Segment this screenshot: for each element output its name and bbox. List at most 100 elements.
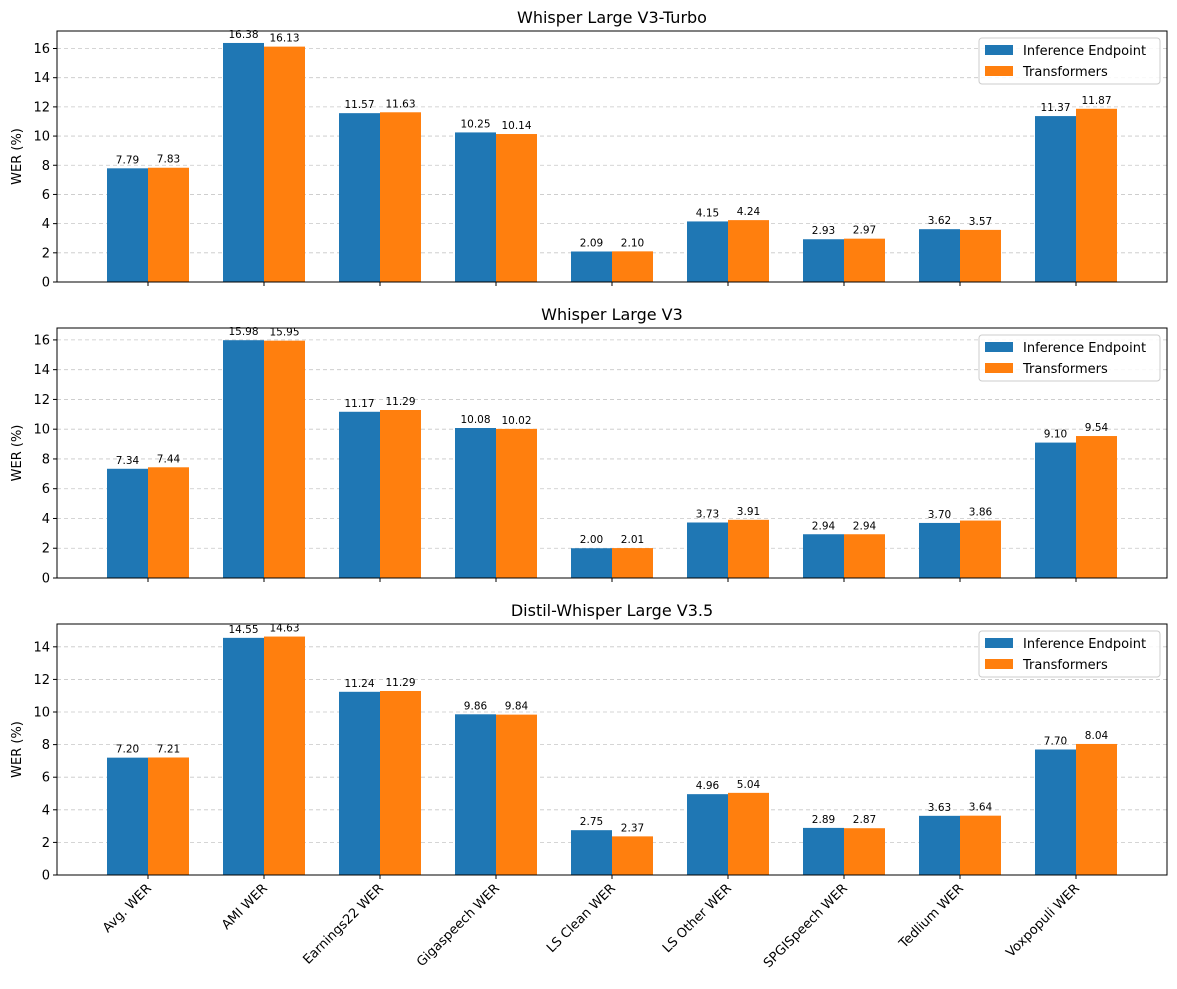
legend-box xyxy=(978,630,1161,678)
subplot-2: 0 2 4 6 8 10 12 14 16 7.34 15.98 11.17 10.08 2.00 3.73… xyxy=(10,305,1168,587)
data-label: 8.04 xyxy=(1085,730,1109,742)
bar xyxy=(107,757,148,875)
data-label: 9.86 xyxy=(464,700,488,712)
bar xyxy=(148,467,189,578)
legend-swatch xyxy=(985,45,1013,55)
bar xyxy=(803,827,844,875)
chart-title: Whisper Large V3 xyxy=(541,305,683,324)
data-label: 11.24 xyxy=(344,678,374,690)
y-tick-label: 2 xyxy=(42,542,50,557)
data-label: 7.79 xyxy=(116,154,139,166)
axes-frame xyxy=(56,623,1168,876)
data-label: 7.21 xyxy=(157,743,180,755)
bar xyxy=(687,522,728,578)
bar xyxy=(1035,116,1076,282)
data-label: 7.34 xyxy=(116,455,140,467)
data-label: 3.57 xyxy=(969,216,992,228)
data-label: 4.96 xyxy=(696,780,720,792)
data-label: 10.14 xyxy=(501,120,531,132)
legend-swatch xyxy=(985,659,1013,669)
data-label: 2.89 xyxy=(812,814,835,826)
data-label: 2.94 xyxy=(853,520,877,532)
data-label: 2.01 xyxy=(621,534,644,546)
data-label: 2.10 xyxy=(621,237,644,249)
y-tick-label: 12 xyxy=(33,673,50,688)
data-label: 11.57 xyxy=(344,99,374,111)
data-label: 16.38 xyxy=(228,29,258,41)
bar xyxy=(960,815,1001,875)
y-tick-label: 0 xyxy=(42,276,50,291)
data-label: 5.04 xyxy=(737,779,761,791)
legend: Inference Endpoint Transformers xyxy=(978,37,1161,85)
bar xyxy=(1076,108,1117,282)
bar xyxy=(339,691,380,875)
bar xyxy=(339,113,380,282)
bar xyxy=(844,534,885,578)
bar xyxy=(1076,743,1117,875)
y-tick-label: 10 xyxy=(33,423,50,438)
y-tick-label: 6 xyxy=(42,188,50,203)
bar xyxy=(496,714,537,875)
bar xyxy=(223,340,264,578)
data-label: 3.70 xyxy=(928,509,951,521)
bar xyxy=(612,251,653,282)
legend: Inference Endpoint Transformers xyxy=(978,334,1161,382)
data-label: 14.63 xyxy=(269,623,299,635)
y-tick-label: 8 xyxy=(42,738,50,753)
data-label: 7.70 xyxy=(1044,736,1067,748)
y-tick-label: 0 xyxy=(42,572,50,587)
legend-label: Inference Endpoint xyxy=(1023,637,1146,652)
legend-box xyxy=(978,37,1161,85)
data-label: 9.54 xyxy=(1085,422,1109,434)
subplot-3: 0 2 4 6 8 10 12 14 7.20 14.55 11.24 9.86 2.75 4.96 2.8… xyxy=(10,601,1168,971)
data-label: 14.55 xyxy=(228,624,258,636)
data-label: 4.15 xyxy=(696,207,719,219)
legend-label: Transformers xyxy=(1022,362,1108,377)
bar xyxy=(687,794,728,875)
chart-title: Distil-Whisper Large V3.5 xyxy=(511,601,713,620)
y-tick-label: 10 xyxy=(33,130,50,145)
y-axis-label: WER (%) xyxy=(10,425,25,482)
bar xyxy=(728,519,769,578)
bar xyxy=(496,134,537,282)
bar xyxy=(455,428,496,578)
data-label: 9.10 xyxy=(1044,429,1067,441)
bar xyxy=(728,220,769,282)
bar xyxy=(380,690,421,875)
data-label: 11.29 xyxy=(385,396,415,408)
x-tick-label: Earnings22 WER xyxy=(300,881,386,967)
bar xyxy=(803,534,844,578)
legend-label: Inference Endpoint xyxy=(1023,341,1146,356)
data-label: 7.44 xyxy=(157,453,181,465)
bar xyxy=(571,548,612,578)
y-tick-label: 6 xyxy=(42,771,50,786)
y-axis-label: WER (%) xyxy=(10,721,25,778)
y-tick-label: 12 xyxy=(33,393,50,408)
bar xyxy=(919,522,960,578)
data-label: 2.00 xyxy=(580,534,603,546)
data-label: 2.75 xyxy=(580,816,603,828)
data-label: 9.84 xyxy=(505,701,529,713)
axes-frame xyxy=(56,327,1168,579)
x-tick-label: Tedlium WER xyxy=(896,881,967,952)
bar xyxy=(571,251,612,282)
y-tick-label: 10 xyxy=(33,706,50,721)
data-label: 3.91 xyxy=(737,506,760,518)
x-tick-label: AMI WER xyxy=(219,881,271,933)
data-label: 11.37 xyxy=(1040,102,1070,114)
bar xyxy=(223,42,264,282)
data-label: 2.09 xyxy=(580,238,603,250)
y-tick-label: 8 xyxy=(42,452,50,467)
data-label: 10.25 xyxy=(460,118,490,130)
data-label: 3.64 xyxy=(969,802,993,814)
y-tick-label: 14 xyxy=(33,363,50,378)
y-tick-label: 12 xyxy=(33,100,50,115)
bar xyxy=(380,112,421,282)
data-label: 2.94 xyxy=(812,520,836,532)
y-tick-label: 14 xyxy=(33,640,50,655)
bar xyxy=(1035,749,1076,875)
x-tick-label: Gigaspeech WER xyxy=(414,881,503,970)
bar xyxy=(339,411,380,578)
bar xyxy=(496,428,537,578)
